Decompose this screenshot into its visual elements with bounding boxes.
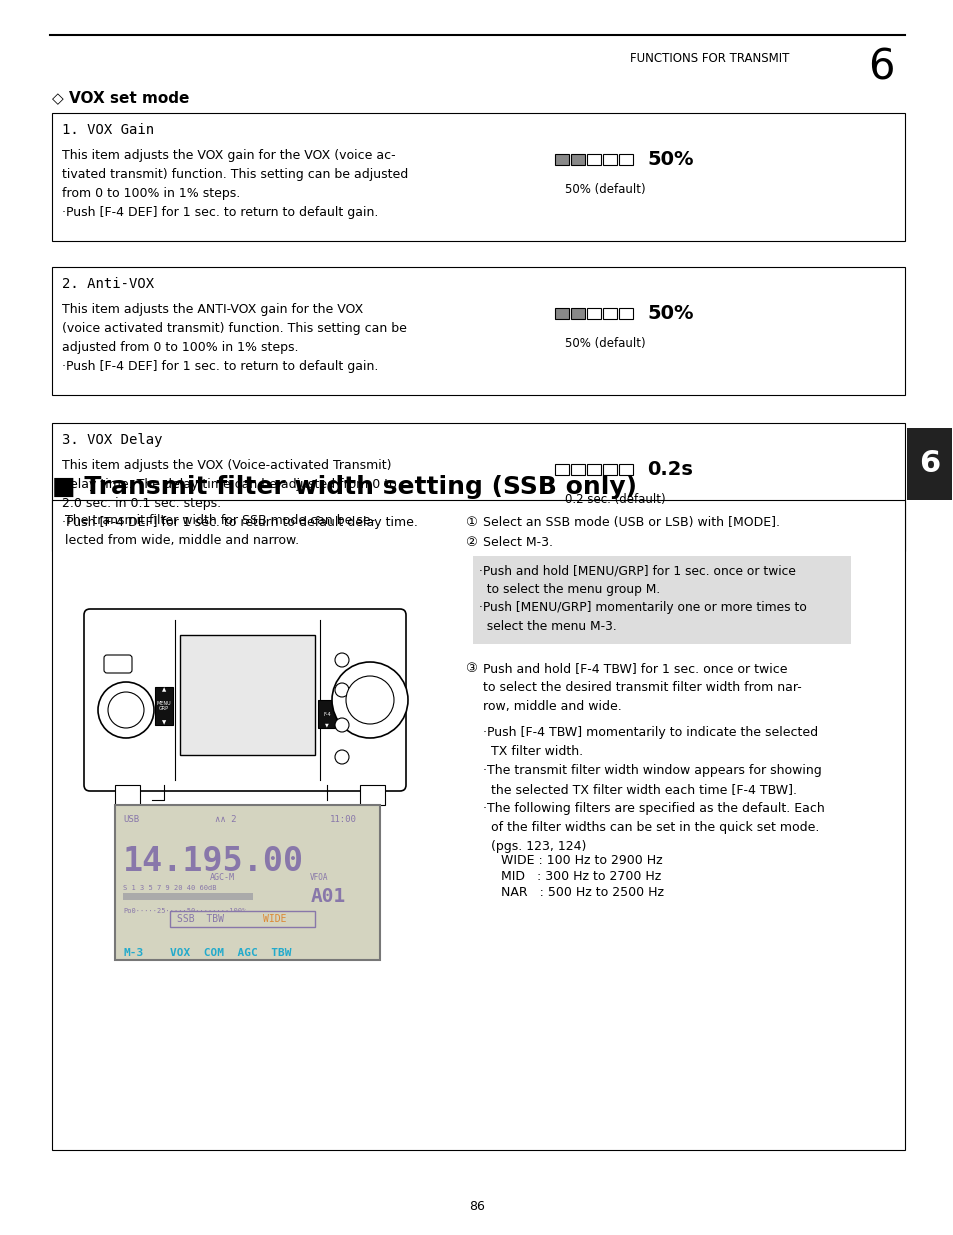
Text: ■ Transmit filter width setting (SSB only): ■ Transmit filter width setting (SSB onl… <box>52 475 637 499</box>
Text: ∧∧ 2: ∧∧ 2 <box>214 815 236 824</box>
Text: WIDE: WIDE <box>263 914 286 924</box>
Bar <box>571 308 584 319</box>
Bar <box>473 556 850 643</box>
Text: ③: ③ <box>464 662 476 676</box>
Text: ·Push [F-4 TBW] momentarily to indicate the selected
  TX filter width.
·The tra: ·Push [F-4 TBW] momentarily to indicate … <box>482 726 824 853</box>
Bar <box>906 429 951 500</box>
Text: ①: ① <box>464 516 476 529</box>
Text: M-3: M-3 <box>123 948 143 958</box>
Text: 1. VOX Gain: 1. VOX Gain <box>62 124 154 137</box>
Text: This item adjusts the ANTI-VOX gain for the VOX
(voice activated transmit) funct: This item adjusts the ANTI-VOX gain for … <box>62 303 406 373</box>
Bar <box>123 893 253 900</box>
Bar <box>618 308 633 319</box>
Text: USB: USB <box>123 815 139 824</box>
Bar <box>602 308 617 319</box>
Bar <box>52 112 904 241</box>
Bar <box>180 635 314 755</box>
Text: WIDE : 100 Hz to 2900 Hz: WIDE : 100 Hz to 2900 Hz <box>493 853 662 867</box>
Text: VFOA: VFOA <box>310 873 328 882</box>
Text: 14.195.00: 14.195.00 <box>123 845 304 878</box>
Bar <box>170 911 314 927</box>
Bar <box>571 154 584 165</box>
Text: Select an SSB mode (USB or LSB) with [MODE].: Select an SSB mode (USB or LSB) with [MO… <box>482 516 780 529</box>
Text: Push and hold [F-4 TBW] for 1 sec. once or twice
to select the desired transmit : Push and hold [F-4 TBW] for 1 sec. once … <box>482 662 801 713</box>
Text: 6: 6 <box>867 47 894 89</box>
Text: SSB  TBW: SSB TBW <box>177 914 230 924</box>
Circle shape <box>346 676 394 724</box>
Text: 50%: 50% <box>646 304 693 324</box>
Text: This item adjusts the VOX gain for the VOX (voice ac-
tivated transmit) function: This item adjusts the VOX gain for the V… <box>62 149 408 219</box>
Circle shape <box>335 683 349 697</box>
Bar <box>555 308 568 319</box>
Text: This item adjusts the VOX (Voice-activated Transmit)
delay time. The delay time : This item adjusts the VOX (Voice-activat… <box>62 459 417 529</box>
Bar <box>618 464 633 475</box>
Text: 50% (default): 50% (default) <box>564 337 645 350</box>
Bar <box>154 687 172 725</box>
Text: ▼: ▼ <box>162 720 166 725</box>
Text: FUNCTIONS FOR TRANSMIT: FUNCTIONS FOR TRANSMIT <box>629 52 788 65</box>
Text: ②: ② <box>464 536 476 550</box>
Bar <box>602 154 617 165</box>
Circle shape <box>98 682 153 739</box>
Text: The transmit filter width for SSB mode can be se-
lected from wide, middle and n: The transmit filter width for SSB mode c… <box>65 514 375 547</box>
Text: 0.2s: 0.2s <box>646 459 692 479</box>
Text: 11:00: 11:00 <box>330 815 356 824</box>
FancyBboxPatch shape <box>104 655 132 673</box>
Text: [MENU/GRP]: [MENU/GRP] <box>122 806 199 820</box>
Text: 3. VOX Delay: 3. VOX Delay <box>62 433 162 447</box>
Circle shape <box>335 718 349 732</box>
Bar <box>602 464 617 475</box>
Text: 6: 6 <box>918 450 939 478</box>
Text: S 1 3 5 7 9 20 40 60dB: S 1 3 5 7 9 20 40 60dB <box>123 885 216 890</box>
Bar <box>555 154 568 165</box>
Text: Select M-3.: Select M-3. <box>482 536 553 550</box>
Text: [F-4]: [F-4] <box>292 806 321 820</box>
Text: 2. Anti-VOX: 2. Anti-VOX <box>62 277 154 291</box>
FancyBboxPatch shape <box>84 609 406 790</box>
Bar <box>115 805 379 960</box>
Text: MENU
GRP: MENU GRP <box>156 700 172 711</box>
Circle shape <box>335 750 349 764</box>
Text: 86: 86 <box>469 1200 484 1213</box>
Bar <box>52 424 904 551</box>
Text: ◇ VOX set mode: ◇ VOX set mode <box>52 90 190 105</box>
Circle shape <box>335 653 349 667</box>
Bar <box>571 464 584 475</box>
Text: 50% (default): 50% (default) <box>564 183 645 196</box>
Text: F-4: F-4 <box>323 711 331 716</box>
Text: 50%: 50% <box>646 149 693 169</box>
Text: 0.2 sec. (default): 0.2 sec. (default) <box>564 493 665 506</box>
Circle shape <box>108 692 144 727</box>
Text: ·Push and hold [MENU/GRP] for 1 sec. once or twice
  to select the menu group M.: ·Push and hold [MENU/GRP] for 1 sec. onc… <box>478 564 806 632</box>
Circle shape <box>332 662 408 739</box>
Bar <box>52 267 904 395</box>
Text: MID   : 300 Hz to 2700 Hz: MID : 300 Hz to 2700 Hz <box>493 869 660 883</box>
Text: AGC-M: AGC-M <box>210 873 234 882</box>
Text: NAR   : 500 Hz to 2500 Hz: NAR : 500 Hz to 2500 Hz <box>493 885 663 899</box>
Text: ▲: ▲ <box>162 688 166 693</box>
Text: ▼: ▼ <box>325 722 329 727</box>
Bar <box>586 308 600 319</box>
Text: Po0·····25·····50········100%: Po0·····25·····50········100% <box>123 908 246 914</box>
Bar <box>115 785 140 805</box>
Bar <box>359 785 385 805</box>
Bar <box>317 700 335 727</box>
Text: A01: A01 <box>311 887 346 906</box>
Bar <box>586 464 600 475</box>
Bar <box>586 154 600 165</box>
Bar <box>618 154 633 165</box>
Bar <box>52 500 904 1150</box>
Bar <box>555 464 568 475</box>
Text: VOX  COM  AGC  TBW: VOX COM AGC TBW <box>170 948 292 958</box>
